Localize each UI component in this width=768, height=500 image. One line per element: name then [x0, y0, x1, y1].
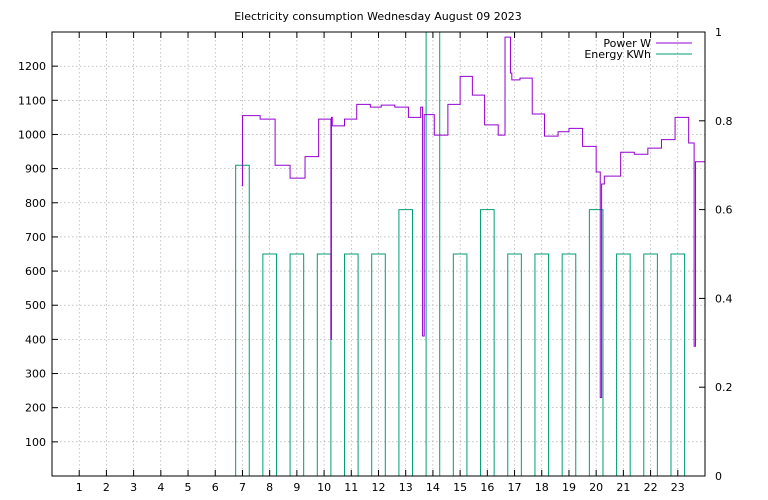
energy-bar: [316, 253, 332, 476]
x-tick-label: 11: [344, 481, 358, 494]
energy-series: [235, 31, 686, 476]
y-tick-label: 100: [25, 436, 46, 449]
power-series: [241, 36, 706, 398]
legend-label-power: Power W: [603, 37, 651, 50]
x-tick-label: 18: [535, 481, 549, 494]
x-tick-label: 10: [317, 481, 331, 494]
x-tick-label: 17: [508, 481, 522, 494]
energy-bar: [588, 209, 604, 476]
y-tick-label: 400: [25, 333, 46, 346]
y2-tick-label: 0: [715, 470, 722, 483]
x-tick-label: 1: [76, 481, 83, 494]
y2-tick-label: 0.8: [715, 115, 733, 128]
energy-bar: [398, 209, 414, 476]
energy-bar: [452, 253, 468, 476]
x-tick-label: 15: [453, 481, 467, 494]
y-tick-label: 200: [25, 402, 46, 415]
y-tick-label: 1200: [18, 60, 46, 73]
x-tick-label: 16: [480, 481, 494, 494]
x-tick-label: 20: [589, 481, 603, 494]
x-tick-label: 23: [671, 481, 685, 494]
x-tick-label: 7: [239, 481, 246, 494]
energy-bar: [561, 253, 577, 476]
y2-tick-label: 1: [715, 26, 722, 39]
legend-label-energy: Energy KWh: [584, 48, 651, 61]
x-tick-label: 4: [157, 481, 164, 494]
energy-bar: [262, 253, 277, 476]
chart-title: Electricity consumption Wednesday August…: [234, 10, 522, 23]
y-tick-label: 500: [25, 299, 46, 312]
energy-bar: [289, 253, 305, 476]
energy-bar: [534, 253, 550, 476]
x-tick-label: 9: [293, 481, 300, 494]
energy-bar: [643, 253, 658, 476]
grid: [52, 32, 705, 476]
legend: Power W Energy KWh: [584, 37, 692, 61]
y-tick-label: 1000: [18, 128, 46, 141]
x-tick-label: 14: [426, 481, 440, 494]
energy-bar: [343, 253, 359, 476]
x-tick-label: 2: [103, 481, 110, 494]
y2-tick-label: 0.4: [715, 292, 733, 305]
y2-tick-label: 0.2: [715, 381, 733, 394]
x-tick-label: 21: [616, 481, 630, 494]
x-tick-label: 22: [644, 481, 658, 494]
x-tick-label: 8: [266, 481, 273, 494]
y-tick-label: 1100: [18, 94, 46, 107]
energy-bar: [507, 253, 522, 476]
x-tick-label: 19: [562, 481, 576, 494]
energy-bar: [371, 253, 386, 476]
x-tick-label: 13: [399, 481, 413, 494]
y2-tick-label: 0.6: [715, 204, 733, 217]
power-line: [241, 36, 706, 398]
y-tick-label: 600: [25, 265, 46, 278]
energy-bar: [616, 253, 631, 476]
y-tick-label: 900: [25, 163, 46, 176]
x-tick-label: 3: [130, 481, 137, 494]
energy-bar: [670, 253, 686, 476]
x-tick-label: 12: [372, 481, 386, 494]
y-tick-label: 700: [25, 231, 46, 244]
energy-bar: [480, 209, 495, 476]
y-tick-label: 300: [25, 368, 46, 381]
y-tick-label: 800: [25, 197, 46, 210]
x-tick-label: 6: [212, 481, 219, 494]
axes: 1 2 3 4 5 6 7 8 9 10 11 12 13 14 15 16 17 18 19 20 21 22 23100…: [18, 26, 733, 494]
x-tick-label: 5: [185, 481, 192, 494]
